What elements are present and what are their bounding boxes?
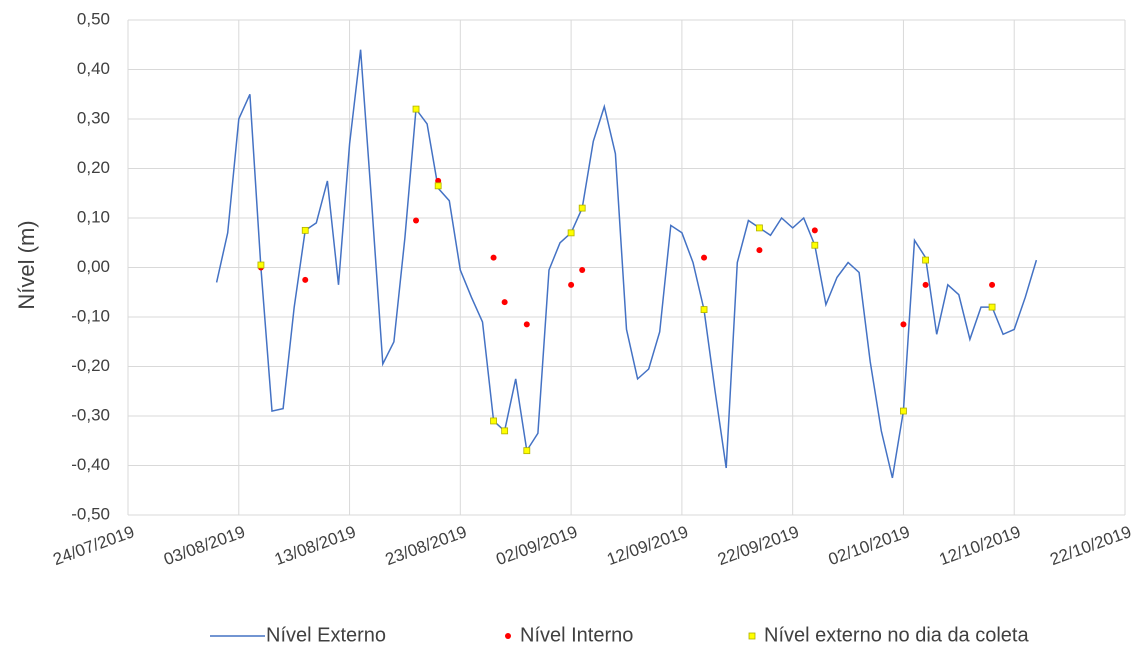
- data-point: [568, 281, 575, 288]
- data-point: [523, 321, 530, 328]
- data-point: [490, 417, 497, 425]
- y-tick-label: 0,50: [77, 9, 110, 28]
- y-tick-label: 0,20: [77, 158, 110, 177]
- data-point: [434, 182, 442, 190]
- y-tick-label: 0,40: [77, 59, 110, 78]
- legend-label: Nível externo no dia da coleta: [764, 624, 1029, 646]
- data-point: [567, 229, 575, 237]
- data-point: [413, 217, 420, 224]
- x-tick-label: 24/07/2019: [50, 522, 136, 569]
- x-tick-label: 12/09/2019: [604, 522, 690, 569]
- x-tick-label: 03/08/2019: [161, 522, 247, 569]
- y-tick-label: 0,30: [77, 108, 110, 127]
- x-tick-label: 22/10/2019: [1047, 522, 1133, 569]
- legend-label: Nível Externo: [266, 624, 386, 646]
- data-point: [701, 254, 708, 261]
- data-point: [412, 105, 420, 113]
- data-point: [922, 256, 929, 264]
- data-point: [700, 306, 708, 313]
- data-point: [922, 281, 929, 288]
- x-tick-label: 22/09/2019: [715, 522, 801, 569]
- data-point: [301, 226, 309, 234]
- data-point: [579, 266, 586, 273]
- data-point: [490, 254, 497, 261]
- y-tick-label: 0,10: [77, 207, 110, 226]
- data-point: [501, 427, 509, 435]
- data-point: [435, 177, 442, 184]
- data-point: [302, 276, 309, 283]
- legend-label: Nível Interno: [520, 624, 633, 646]
- data-point: [811, 227, 818, 234]
- x-tick-label: 02/10/2019: [826, 522, 912, 569]
- y-axis-label: Nível (m): [14, 220, 39, 309]
- data-point: [900, 407, 907, 415]
- data-point: [811, 241, 819, 249]
- data-point: [900, 321, 907, 328]
- y-tick-label: -0,40: [71, 455, 110, 474]
- data-point: [756, 224, 763, 232]
- data-point: [756, 247, 763, 254]
- y-tick-label: -0,20: [71, 356, 110, 375]
- data-point: [501, 299, 508, 306]
- data-line: [215, 49, 1038, 479]
- y-tick-label: -0,50: [71, 504, 110, 523]
- x-tick-label: 13/08/2019: [272, 522, 358, 569]
- data-point: [257, 261, 265, 269]
- legend-swatch: [505, 633, 511, 639]
- data-point: [578, 204, 586, 212]
- data-point: [523, 447, 531, 455]
- x-tick-label: 23/08/2019: [383, 522, 469, 569]
- y-tick-label: 0,00: [77, 257, 110, 276]
- x-tick-label: 02/09/2019: [494, 522, 580, 569]
- data-point: [989, 281, 996, 288]
- data-point: [988, 303, 996, 311]
- y-tick-label: -0,10: [71, 306, 110, 325]
- y-tick-label: -0,30: [71, 405, 110, 424]
- legend-swatch: [748, 632, 756, 640]
- x-tick-label: 12/10/2019: [937, 522, 1023, 569]
